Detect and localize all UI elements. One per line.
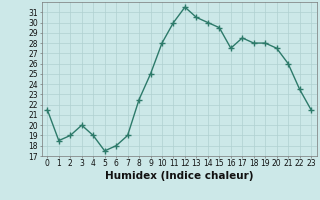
X-axis label: Humidex (Indice chaleur): Humidex (Indice chaleur) bbox=[105, 171, 253, 181]
